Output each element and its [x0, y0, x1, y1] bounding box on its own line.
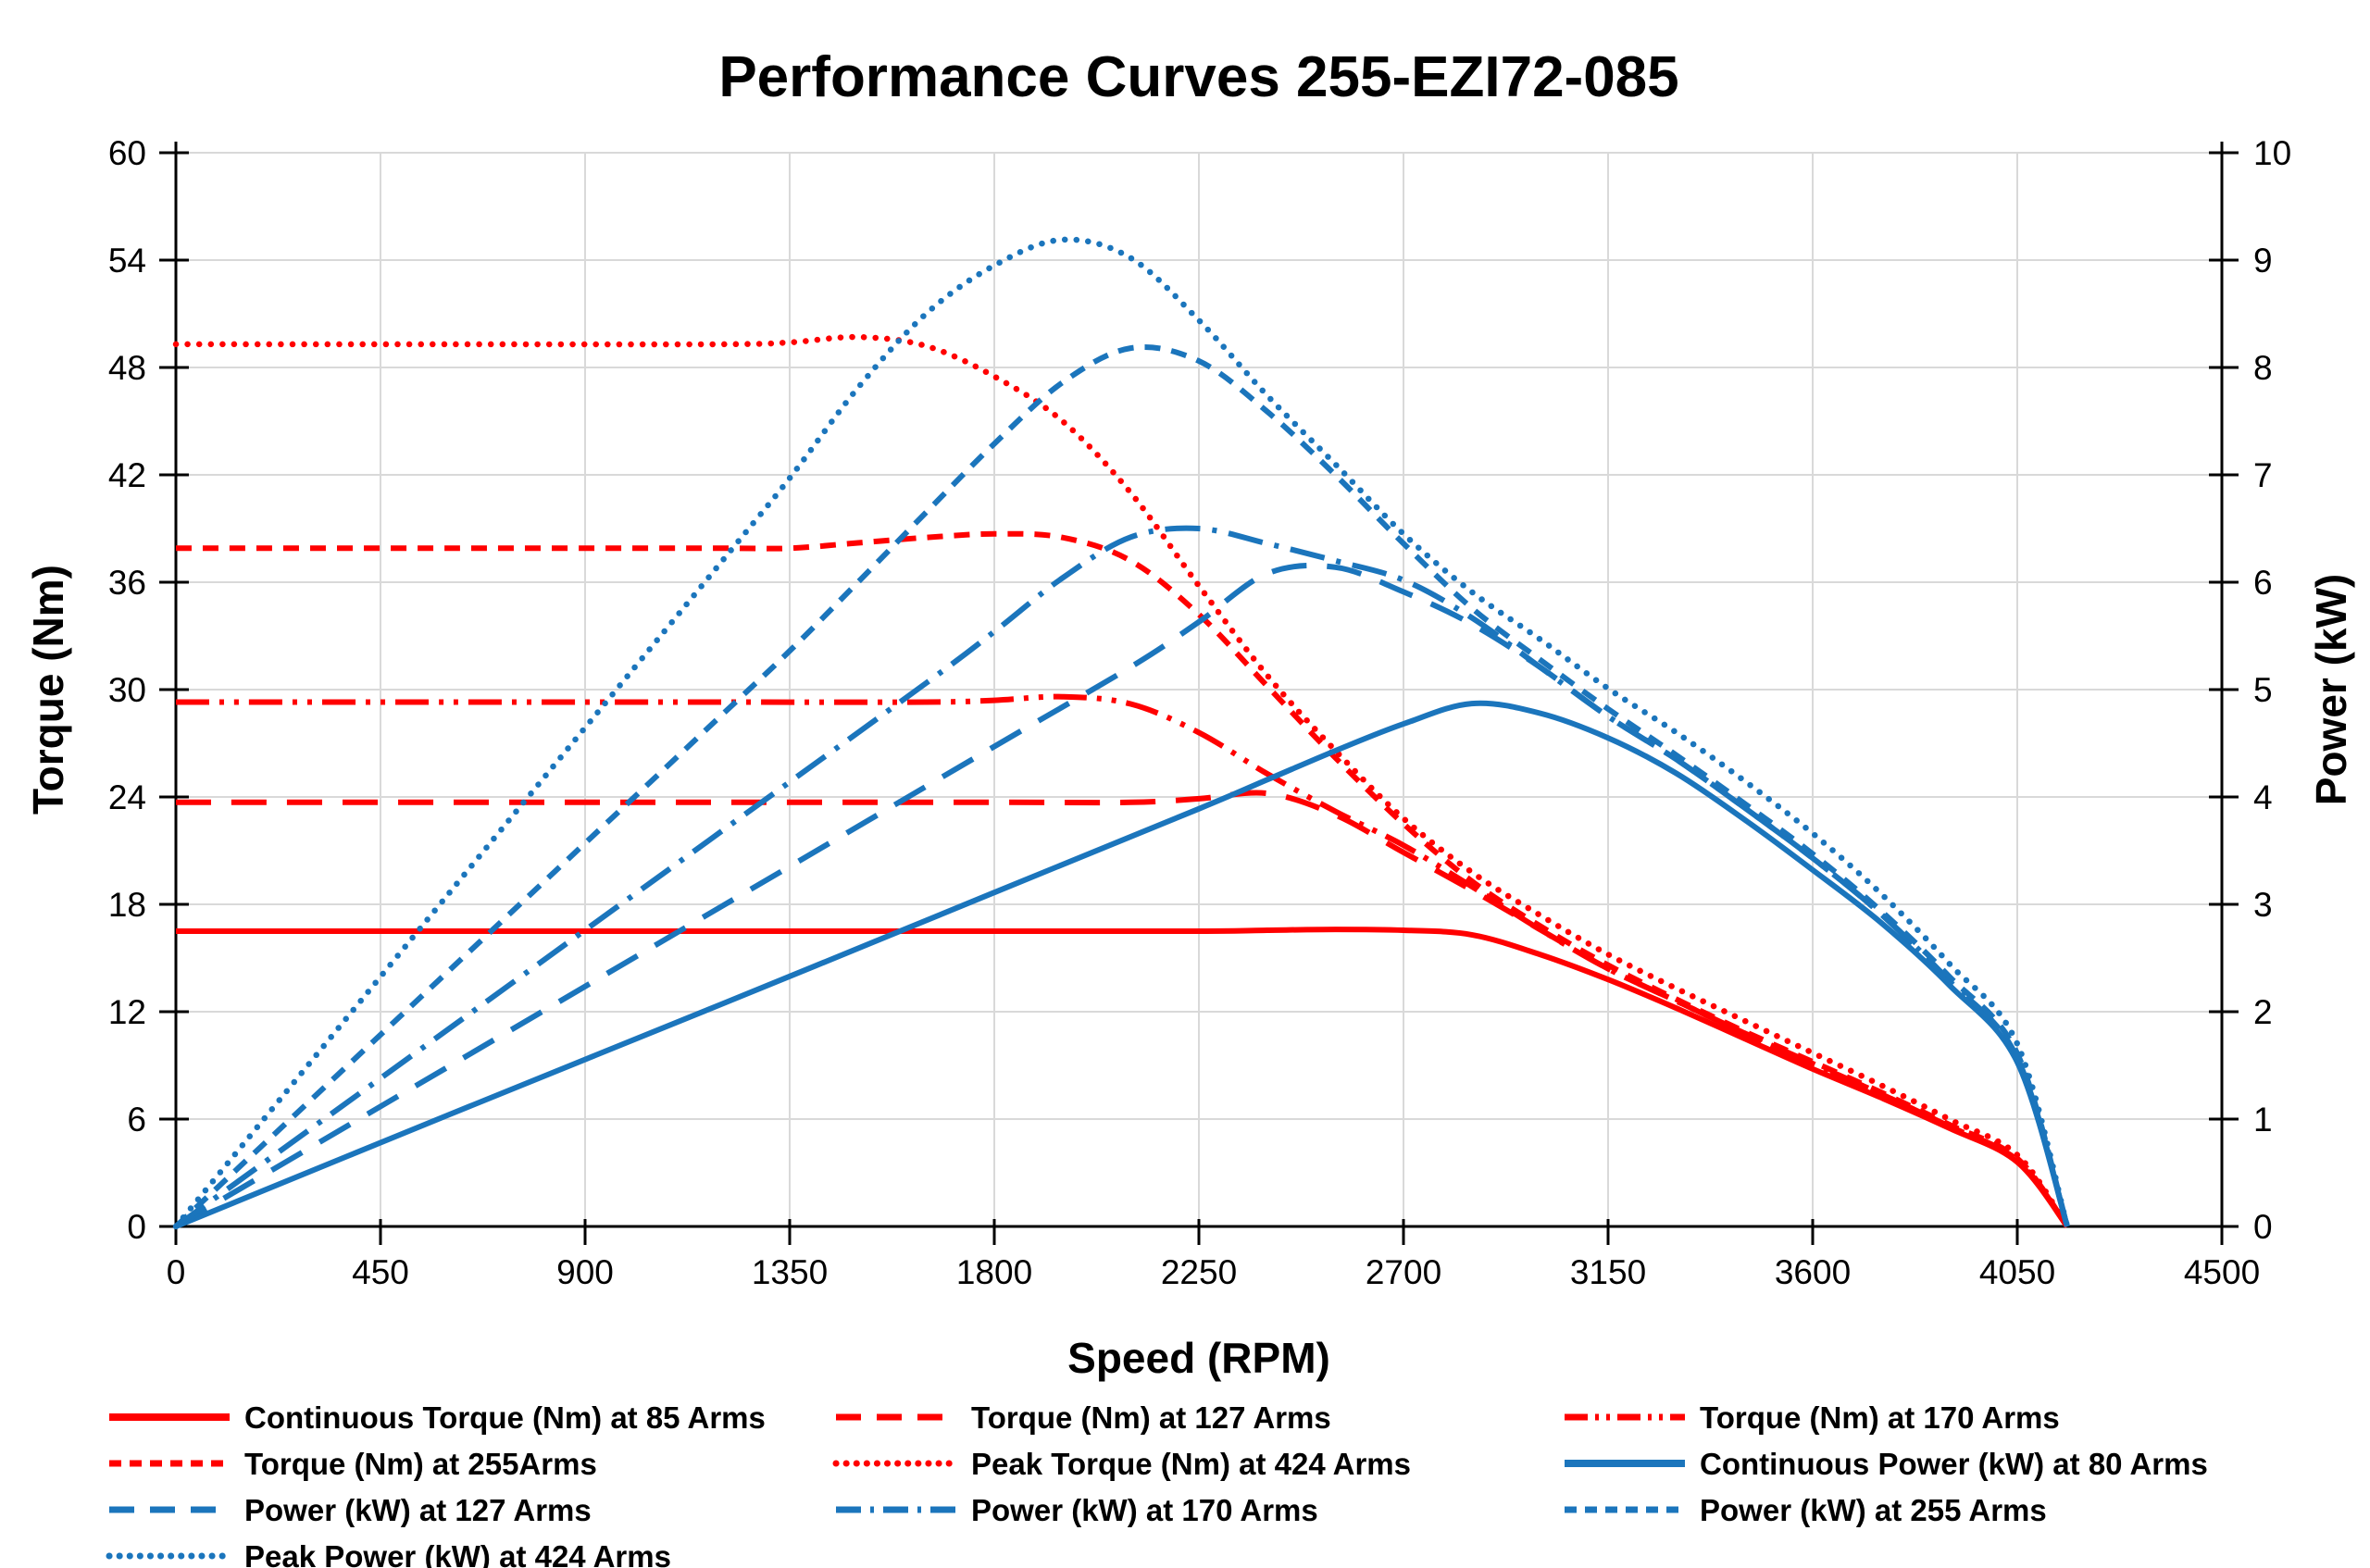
legend-label: Power (kW) at 255 Arms — [1700, 1493, 2047, 1527]
legend-item-cont-torque-85: Continuous Torque (Nm) at 85 Arms — [109, 1400, 766, 1435]
x-tick-label: 450 — [352, 1253, 409, 1291]
legend-item-torque-170: Torque (Nm) at 170 Arms — [1565, 1400, 2060, 1435]
y-left-tick-label: 0 — [127, 1208, 146, 1246]
y-right-tick-label: 8 — [2253, 349, 2273, 387]
legend-item-peak-torque-424: Peak Torque (Nm) at 424 Arms — [832, 1447, 1411, 1481]
y-left-tick-label: 6 — [127, 1101, 146, 1139]
legend-label: Power (kW) at 127 Arms — [244, 1493, 592, 1527]
x-tick-label: 4050 — [1979, 1253, 2055, 1291]
y-right-tick-label: 7 — [2253, 456, 2273, 494]
legend-label: Torque (Nm) at 170 Arms — [1700, 1400, 2060, 1435]
series-power-170 — [174, 525, 2070, 1229]
legend-item-power-255: Power (kW) at 255 Arms — [1565, 1493, 2047, 1527]
y-right-tick-label: 6 — [2253, 564, 2273, 602]
legend-item-power-170: Power (kW) at 170 Arms — [836, 1493, 1318, 1527]
legend-label: Continuous Torque (Nm) at 85 Arms — [244, 1400, 766, 1435]
legend-label: Peak Torque (Nm) at 424 Arms — [971, 1447, 1411, 1481]
legend-label: Torque (Nm) at 255Arms — [244, 1447, 597, 1481]
series-cont-torque-85 — [176, 927, 2070, 1228]
series-torque-170 — [175, 693, 2070, 1228]
legend-label: Peak Power (kW) at 424 Arms — [244, 1539, 671, 1568]
series-torque-255 — [175, 530, 2070, 1228]
y-right-tick-label: 3 — [2253, 886, 2273, 924]
y-left-tick-label: 30 — [108, 671, 146, 709]
x-tick-label: 2250 — [1161, 1253, 1237, 1291]
y-right-tick-label: 2 — [2253, 993, 2273, 1031]
y-left-tick-label: 54 — [108, 242, 146, 280]
chart-title: Performance Curves 255-EZI72-085 — [718, 45, 1679, 109]
legend-item-cont-power-80: Continuous Power (kW) at 80 Arms — [1565, 1447, 2208, 1481]
y-left-tick-label: 48 — [108, 349, 146, 387]
legend-item-power-127: Power (kW) at 127 Arms — [109, 1493, 592, 1527]
x-axis-title: Speed (RPM) — [1067, 1334, 1330, 1382]
y-left-tick-label: 24 — [108, 778, 146, 816]
y-left-tick-label: 12 — [108, 993, 146, 1031]
y-right-tick-label: 1 — [2253, 1101, 2273, 1139]
series-lines — [172, 236, 2071, 1230]
x-tick-label: 1350 — [752, 1253, 828, 1291]
legend-item-peak-power-424: Peak Power (kW) at 424 Arms — [106, 1539, 671, 1568]
series-peak-power-424 — [172, 236, 2071, 1230]
x-tick-label: 3150 — [1570, 1253, 1646, 1291]
x-tick-label: 1800 — [956, 1253, 1032, 1291]
y-right-tick-label: 5 — [2253, 671, 2273, 709]
y-left-tick-label: 60 — [108, 134, 146, 172]
legend-item-torque-255: Torque (Nm) at 255Arms — [109, 1447, 597, 1481]
gridlines — [176, 152, 2222, 1226]
legend-item-torque-127: Torque (Nm) at 127 Arms — [836, 1400, 1331, 1435]
series-power-255 — [173, 344, 2070, 1229]
x-tick-label: 2700 — [1366, 1253, 1441, 1291]
series-peak-torque-424 — [172, 333, 2071, 1230]
y-right-tick-label: 0 — [2253, 1208, 2273, 1246]
series-cont-power-80 — [174, 700, 2070, 1229]
y-right-tick-label: 4 — [2253, 778, 2273, 816]
x-tick-label: 3600 — [1775, 1253, 1851, 1291]
y-left-tick-label: 18 — [108, 886, 146, 924]
series-power-127 — [174, 562, 2070, 1229]
y-right-tick-label: 9 — [2253, 242, 2273, 280]
legend-label: Continuous Power (kW) at 80 Arms — [1700, 1447, 2208, 1481]
axes — [159, 142, 2239, 1245]
x-tick-label: 0 — [167, 1253, 186, 1291]
y-left-tick-label: 36 — [108, 564, 146, 602]
y-left-tick-label: 42 — [108, 456, 146, 494]
legend: Continuous Torque (Nm) at 85 Arms Torque … — [106, 1400, 2208, 1568]
series-torque-127 — [176, 790, 2070, 1228]
x-tick-label: 4500 — [2184, 1253, 2260, 1291]
legend-label: Power (kW) at 170 Arms — [971, 1493, 1318, 1527]
y-right-tick-label: 10 — [2253, 134, 2291, 172]
legend-label: Torque (Nm) at 127 Arms — [971, 1400, 1331, 1435]
x-tick-label: 900 — [556, 1253, 614, 1291]
